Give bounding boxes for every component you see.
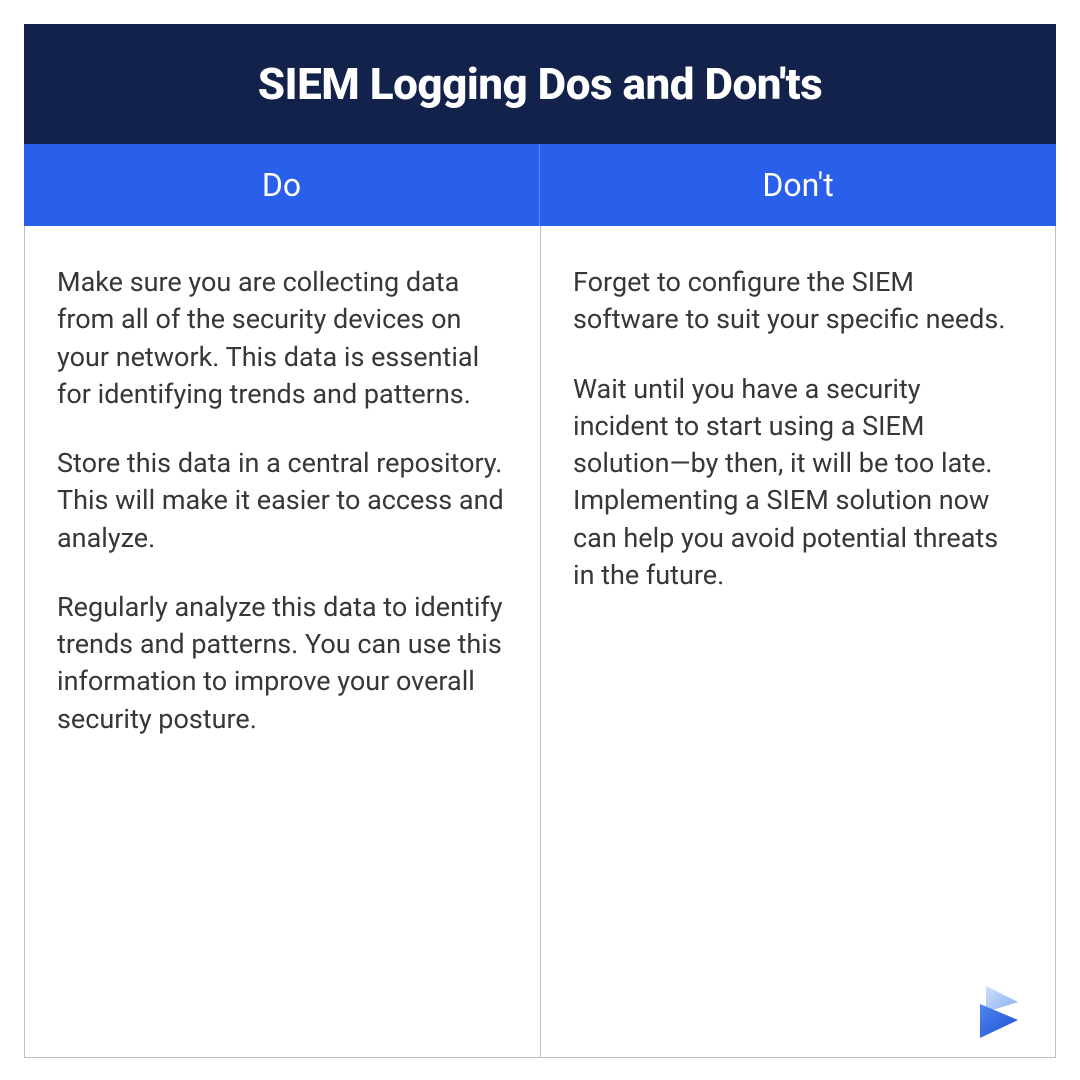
column-header-dont: Don't xyxy=(540,144,1056,226)
brand-logo-icon xyxy=(966,982,1026,1042)
dont-paragraph: Wait until you have a security incident … xyxy=(573,371,1021,595)
column-do: Do Make sure you are collecting data fro… xyxy=(24,144,540,1058)
title-bar: SIEM Logging Dos and Don'ts xyxy=(24,24,1056,144)
columns-container: Do Make sure you are collecting data fro… xyxy=(24,144,1056,1058)
do-paragraph: Regularly analyze this data to identify … xyxy=(57,589,506,738)
page-title: SIEM Logging Dos and Don'ts xyxy=(258,58,823,110)
column-dont: Don't Forget to configure the SIEM softw… xyxy=(540,144,1056,1058)
infographic-frame: SIEM Logging Dos and Don'ts Do Make sure… xyxy=(24,24,1056,1056)
dont-paragraph: Forget to configure the SIEM software to… xyxy=(573,264,1021,339)
column-body-do: Make sure you are collecting data from a… xyxy=(24,226,540,1058)
column-body-dont: Forget to configure the SIEM software to… xyxy=(540,226,1056,1058)
do-paragraph: Store this data in a central repository.… xyxy=(57,445,506,557)
do-paragraph: Make sure you are collecting data from a… xyxy=(57,264,506,413)
column-header-do: Do xyxy=(24,144,540,226)
